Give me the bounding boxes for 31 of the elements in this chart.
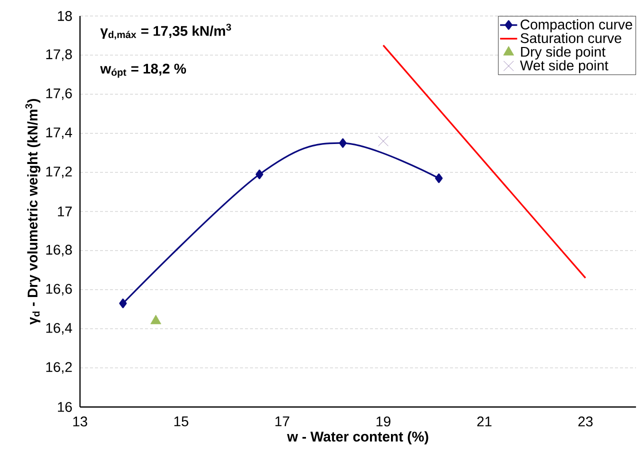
y-tick-label: 16,2 — [46, 362, 72, 374]
y-tick-label: 17,4 — [46, 128, 72, 139]
point — [150, 314, 162, 324]
point — [119, 298, 127, 308]
y-tick-label: 16,8 — [46, 244, 72, 256]
y-tick-label: 18 — [58, 11, 72, 21]
x-tick-label: 19 — [376, 416, 390, 426]
x-tick-label: 23 — [578, 416, 593, 426]
legend-label: Dry side point — [521, 46, 606, 60]
annotation: w$_{ópt}$ = 18,2 % — [100, 64, 186, 78]
y-tick-label: 16,6 — [46, 284, 72, 296]
legend-label: Wet side point — [520, 60, 608, 74]
y-tick-label: 16,4 — [46, 322, 72, 335]
point — [435, 173, 443, 184]
y-tick-label: 17,8 — [46, 49, 72, 61]
x-tick-label: 15 — [174, 416, 188, 426]
y-tick-label: 17 — [58, 206, 72, 216]
point — [256, 170, 264, 180]
y-tick-label: 16 — [58, 402, 72, 412]
point — [339, 138, 347, 148]
x-axis-title: w - Water content (%) — [287, 431, 428, 444]
y-tick-label: 17,6 — [46, 88, 72, 100]
legend-label: Saturation curve — [520, 32, 622, 44]
x-tick-label: 21 — [477, 416, 492, 426]
y-tick-label: 17,2 — [46, 166, 72, 178]
x-tick-label: 17 — [275, 416, 290, 426]
point — [378, 136, 388, 146]
x-tick-label: 13 — [73, 416, 88, 426]
annotation: γ$_{d,máx}$ = 17,35 kN/m$^{3}$ — [100, 24, 232, 40]
legend-label: Compaction curve — [520, 19, 632, 32]
y-axis-title: γ$_{d}$ - Dry volumetric weight (kN/m$^{3}$) — [25, 99, 40, 325]
